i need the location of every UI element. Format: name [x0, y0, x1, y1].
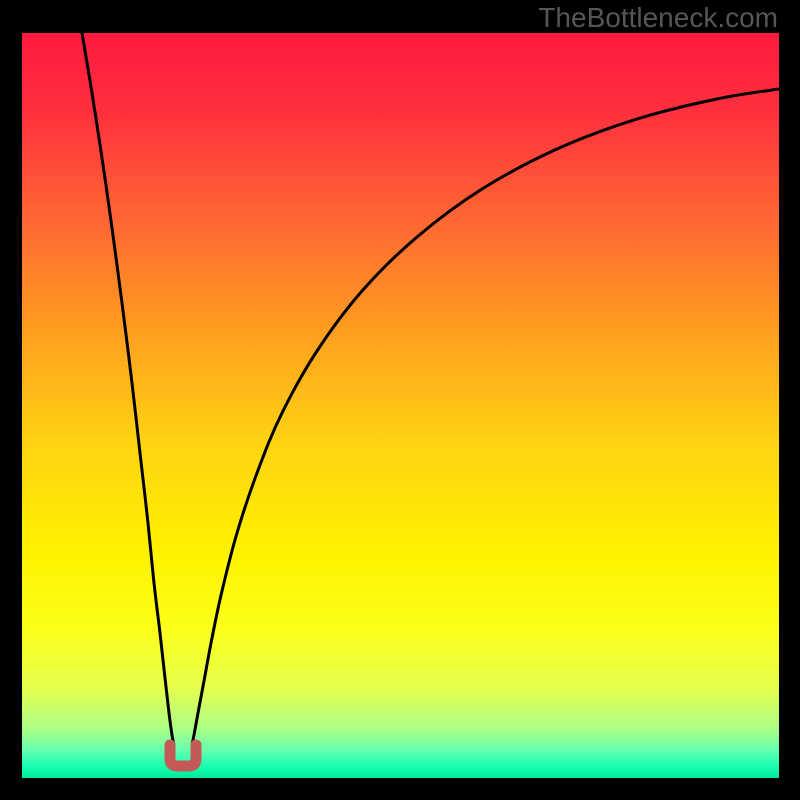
frame-bottom	[0, 778, 800, 800]
bottleneck-chart	[22, 33, 779, 778]
frame-right	[779, 0, 800, 800]
frame-left	[0, 0, 22, 800]
watermark-text: TheBottleneck.com	[538, 2, 778, 34]
